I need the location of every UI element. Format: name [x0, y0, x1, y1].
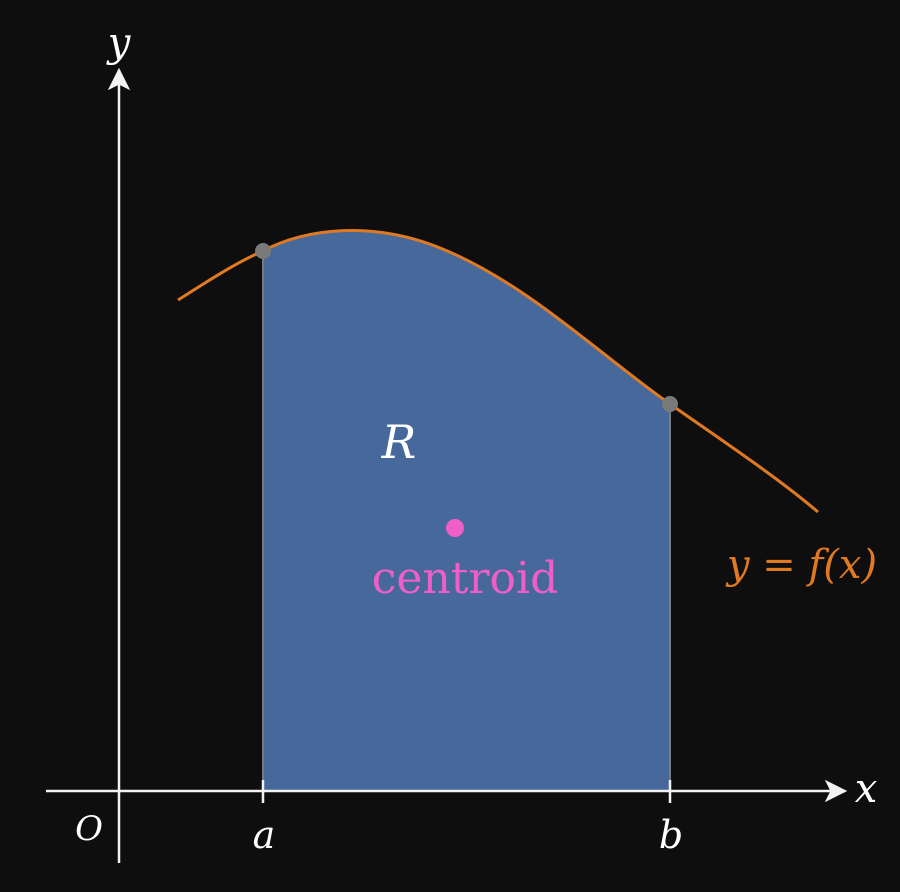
curve-label: y = f(x)	[725, 542, 877, 588]
point-a-on-curve	[255, 243, 271, 259]
x-axis-label: x	[855, 766, 878, 812]
region-r	[263, 230, 670, 791]
y-axis-label: y	[106, 20, 132, 66]
bound-a-label: a	[253, 813, 276, 857]
centroid-point	[446, 519, 464, 537]
origin-label: O	[75, 809, 103, 849]
region-label: R	[381, 415, 417, 469]
centroid-label: centroid	[372, 553, 558, 604]
point-b-on-curve	[662, 396, 678, 412]
bound-b-label: b	[659, 813, 683, 857]
